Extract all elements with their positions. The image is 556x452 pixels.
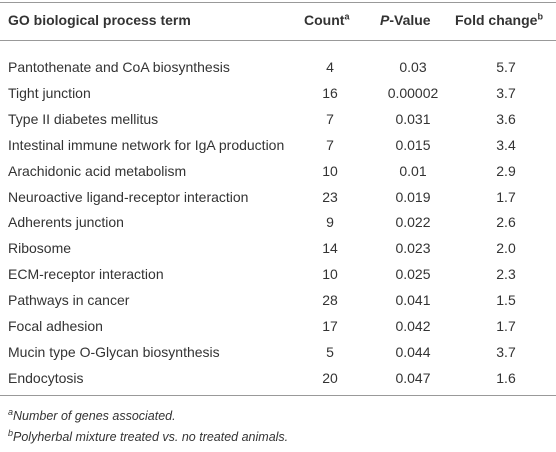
p-value-cell: 0.044 [395, 343, 431, 360]
term-cell: Ribosome [8, 240, 72, 257]
footnote-mark: a [8, 406, 14, 417]
term-cell: Mucin type O-Glycan biosynthesis [8, 343, 220, 360]
fold-cell: 1.5 [496, 292, 516, 309]
header-p-italic: P [380, 12, 390, 28]
top-rule [0, 2, 556, 3]
term-cell: Arachidonic acid metabolism [8, 162, 187, 179]
term-cell: Adherents junction [8, 214, 124, 231]
p-value-cell: 0.022 [395, 214, 431, 231]
p-value-cell: 0.047 [395, 369, 431, 386]
header-fold-text: Fold change [455, 12, 538, 28]
term-cell: Neuroactive ligand-receptor interaction [8, 188, 249, 205]
p-value-cell: 0.023 [395, 240, 431, 257]
count-cell: 17 [322, 318, 338, 334]
p-value-cell: 0.015 [395, 136, 431, 153]
p-value-cell: 0.031 [395, 110, 431, 127]
fold-cell: 5.7 [496, 59, 516, 75]
footnote-text: Number of genes associated. [13, 409, 176, 423]
count-cell: 14 [322, 240, 338, 257]
fold-cell: 1.6 [496, 369, 516, 386]
fold-cell: 2.0 [496, 240, 516, 257]
header-fold-sup: b [537, 11, 543, 22]
count-cell: 7 [326, 136, 334, 153]
count-cell: 28 [322, 292, 338, 309]
count-cell: 20 [322, 369, 338, 386]
fold-cell: 3.7 [496, 84, 516, 101]
header-count-sup: a [344, 11, 350, 22]
fold-cell: 2.9 [496, 162, 516, 179]
term-cell: Endocytosis [8, 369, 84, 386]
p-value-cell: 0.03 [399, 59, 427, 75]
term-cell: Pantothenate and CoA biosynthesis [8, 59, 230, 75]
count-cell: 5 [326, 343, 334, 360]
header-count-text: Count [304, 12, 345, 28]
footnote: aNumber of genes associated. [8, 407, 176, 425]
fold-cell: 1.7 [496, 188, 516, 205]
term-cell: Intestinal immune network for IgA produc… [8, 136, 285, 153]
fold-cell: 3.7 [496, 343, 516, 360]
p-value-cell: 0.025 [395, 266, 431, 283]
term-cell: Type II diabetes mellitus [8, 110, 159, 127]
count-cell: 16 [322, 84, 338, 101]
header-rule [0, 40, 556, 41]
term-cell: Tight junction [8, 84, 91, 101]
p-value-cell: 0.019 [395, 188, 431, 205]
p-value-cell: 0.041 [395, 292, 431, 309]
count-cell: 4 [326, 59, 334, 75]
count-cell: 10 [322, 162, 338, 179]
fold-cell: 3.4 [496, 136, 516, 153]
header-p-rest: -Value [389, 12, 431, 28]
fold-cell: 3.6 [496, 110, 516, 127]
p-value-cell: 0.01 [399, 162, 427, 179]
fold-cell: 2.6 [496, 214, 516, 231]
count-cell: 7 [326, 110, 334, 127]
header-term: GO biological process term [8, 12, 191, 28]
fold-cell: 1.7 [496, 318, 516, 334]
header-count: Counta [304, 11, 349, 29]
bottom-rule [0, 395, 556, 396]
count-cell: 23 [322, 188, 338, 205]
term-cell: Focal adhesion [8, 318, 103, 334]
footnote-text: Polyherbal mixture treated vs. no treate… [13, 430, 289, 444]
p-value-cell: 0.042 [395, 318, 431, 334]
term-cell: Pathways in cancer [8, 292, 130, 309]
footnote-mark: b [8, 427, 14, 438]
term-cell: ECM-receptor interaction [8, 266, 164, 283]
header-p: P-Value [380, 11, 431, 29]
count-cell: 9 [326, 214, 334, 231]
p-value-cell: 0.00002 [387, 84, 439, 101]
fold-cell: 2.3 [496, 266, 516, 283]
header-fold: Fold changeb [455, 11, 543, 29]
footnote: bPolyherbal mixture treated vs. no treat… [8, 428, 288, 446]
count-cell: 10 [322, 266, 338, 283]
